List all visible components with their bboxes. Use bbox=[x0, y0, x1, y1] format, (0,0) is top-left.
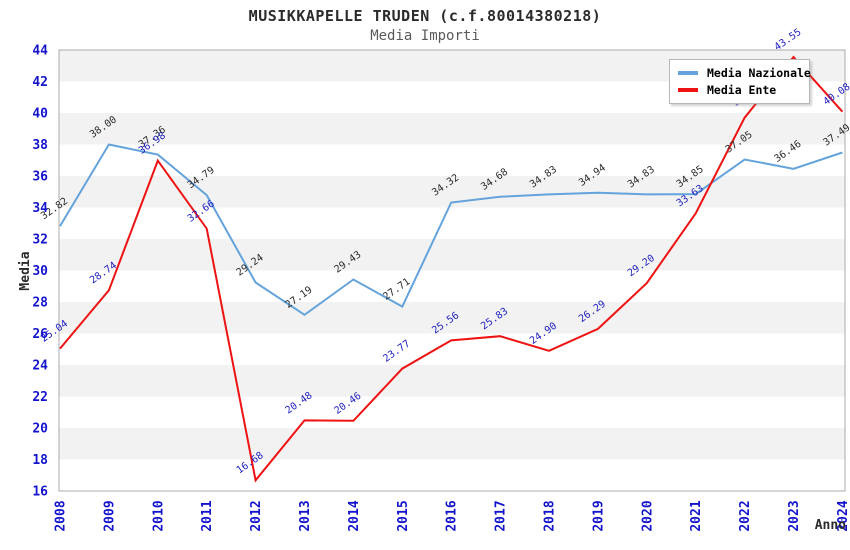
x-tick-label: 2013 bbox=[298, 500, 313, 531]
media-ente-value-label: 43.55 bbox=[773, 27, 804, 53]
legend-line-swatch bbox=[678, 70, 698, 75]
band-gray bbox=[59, 302, 845, 334]
band-gray bbox=[59, 239, 845, 271]
y-tick-label: 40 bbox=[32, 107, 48, 122]
legend-item-media-ente: Media Ente bbox=[670, 83, 809, 97]
x-tick-label: 2008 bbox=[54, 500, 69, 531]
y-tick-label: 32 bbox=[32, 233, 48, 248]
band-white bbox=[59, 207, 845, 239]
legend-label: Media Ente bbox=[707, 83, 777, 98]
plot-border bbox=[58, 49, 846, 492]
y-tick-label: 20 bbox=[32, 422, 48, 437]
legend-line-swatch bbox=[678, 88, 698, 93]
x-tick-label: 2021 bbox=[689, 500, 704, 531]
y-tick-label: 42 bbox=[32, 75, 48, 90]
x-tick-label: 2019 bbox=[591, 500, 606, 531]
legend-item-media-nazionale: Media Nazionale bbox=[670, 65, 811, 80]
y-axis-title: Media bbox=[18, 251, 33, 290]
x-tick-label: 2024 bbox=[836, 500, 850, 531]
x-tick-label: 2018 bbox=[543, 500, 558, 531]
y-tick-label: 36 bbox=[32, 170, 48, 185]
x-axis-title: Anno bbox=[815, 518, 846, 533]
band-white bbox=[59, 459, 845, 491]
x-tick-label: 2009 bbox=[102, 500, 117, 531]
chart-subtitle: Media Importi bbox=[370, 28, 480, 44]
y-tick-label: 34 bbox=[32, 201, 48, 216]
y-tick-label: 16 bbox=[32, 485, 48, 500]
x-tick-label: 2012 bbox=[249, 500, 264, 531]
x-tick-label: 2017 bbox=[494, 500, 509, 531]
x-tick-label: 2015 bbox=[396, 500, 411, 531]
y-tick-label: 22 bbox=[32, 390, 48, 405]
x-tick-label: 2020 bbox=[640, 500, 655, 531]
y-tick-label: 26 bbox=[32, 327, 48, 342]
band-white bbox=[59, 333, 845, 365]
x-tick-label: 2023 bbox=[787, 500, 802, 531]
y-tick-label: 30 bbox=[32, 264, 48, 279]
y-tick-label: 38 bbox=[32, 138, 48, 153]
band-gray bbox=[59, 428, 845, 460]
band-white bbox=[59, 270, 845, 302]
legend-label: Media Nazionale bbox=[707, 65, 811, 80]
y-tick-label: 18 bbox=[32, 453, 48, 468]
x-tick-label: 2011 bbox=[200, 500, 215, 531]
y-tick-label: 28 bbox=[32, 296, 48, 311]
band-gray bbox=[59, 365, 845, 397]
band-white bbox=[59, 144, 845, 176]
chart-title: MUSIKKAPELLE TRUDEN (c.f.80014380218) bbox=[248, 7, 602, 25]
legend: Media Nazionale Media Ente bbox=[669, 59, 811, 104]
x-tick-label: 2022 bbox=[738, 500, 753, 531]
y-tick-label: 24 bbox=[32, 359, 48, 374]
band-gray bbox=[59, 113, 845, 145]
x-tick-label: 2010 bbox=[151, 500, 166, 531]
y-tick-label: 44 bbox=[32, 44, 48, 59]
x-tick-label: 2016 bbox=[445, 500, 460, 531]
media-ente-line bbox=[59, 55, 844, 483]
x-tick-label: 2014 bbox=[347, 500, 362, 531]
band-white bbox=[59, 396, 845, 428]
